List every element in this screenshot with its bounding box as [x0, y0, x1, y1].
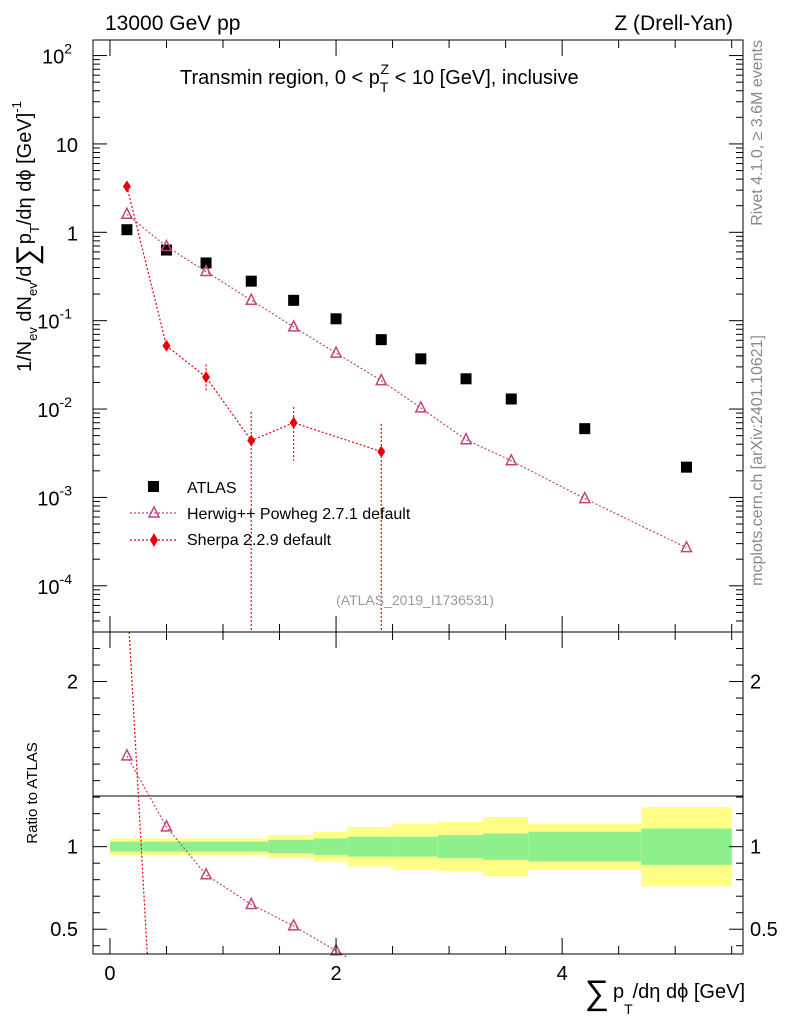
legend-label-sherpa: Sherpa 2.2.9 default: [187, 532, 332, 549]
analysis-id-label: (ATLAS_2019_I1736531): [336, 592, 494, 608]
x-tick-labels: 0 2 4: [104, 963, 567, 985]
y-tick-label: 102: [42, 41, 72, 69]
ratio-panel: 0.5 0.5 1 1 2 2 Ratio to ATLAS 0 2 4 ∑ pT/dη dϕ …: [24, 631, 778, 1017]
sherpa-point: [202, 371, 211, 384]
y-tick-label: 1: [67, 223, 78, 245]
x-axis-label: ∑ pT/dη dϕ [GeV]: [585, 974, 745, 1017]
herwig-point: [414, 400, 428, 413]
header-beam-label: 13000 GeV pp: [105, 12, 240, 35]
atlas-point: [330, 313, 342, 325]
atlas-point: [415, 353, 427, 365]
herwig-ratio-line: [126, 755, 348, 958]
legend-marker-atlas: [148, 481, 159, 492]
y-tick-label: 10: [56, 135, 78, 157]
ratio-y-tick-label: 1: [67, 837, 78, 859]
sherpa-ratio-line: [128, 631, 148, 955]
atlas-point: [121, 224, 133, 236]
atlas-point: [579, 423, 591, 435]
herwig-point: [329, 345, 343, 358]
y-axis-label: 1/Nev dNev/d∑pT/dη dϕ [GeV]-1: [9, 101, 44, 372]
atlas-point: [460, 373, 472, 385]
ratio-axis-ticks: 0.5 0.5 1 1 2 2: [50, 632, 778, 954]
sherpa-line: [126, 186, 382, 453]
atlas-point: [505, 393, 517, 405]
herwig-point: [160, 238, 173, 252]
y-tick-label: 10-3: [37, 482, 72, 510]
ratio-band-inner: [223, 841, 269, 852]
ratio-band-inner: [143, 841, 190, 852]
main-axis-ticks: [93, 40, 743, 633]
herwig-point: [459, 432, 473, 445]
atlas-point: [680, 461, 692, 473]
main-series: [120, 180, 693, 632]
herwig-point: [578, 490, 591, 504]
ratio-y-tick-label-right: 2: [750, 672, 761, 694]
sherpa-point: [247, 434, 256, 447]
ratio-band-inner: [313, 838, 348, 855]
plot-title: Transmin region, 0 < pTZ < 10 [GeV], inc…: [180, 61, 579, 95]
ratio-band-inner: [268, 840, 314, 854]
ratio-band-inner: [483, 833, 529, 860]
atlas-point: [375, 334, 387, 346]
atlas-point: [288, 294, 300, 306]
herwig-ratio-point: [160, 819, 173, 832]
ratio-band-inner: [641, 828, 732, 865]
atlas-point: [245, 275, 257, 287]
legend-label-atlas: ATLAS: [187, 480, 237, 497]
y-tick-label: 10-2: [37, 394, 72, 422]
ratio-series: [120, 631, 348, 958]
herwig-ratio-point: [287, 918, 300, 931]
herwig-line: [126, 213, 687, 549]
main-panel: 10-4 10-3 10-2 10-1 1 10 102 Transmin region, …: [9, 39, 744, 633]
ratio-band-inner: [189, 841, 223, 852]
herwig-ratio-point: [329, 943, 343, 956]
header-process-label: Z (Drell-Yan): [614, 12, 733, 35]
sherpa-point: [122, 180, 131, 193]
atlas-point: [200, 257, 212, 269]
sherpa-point: [162, 339, 171, 352]
herwig-point: [287, 319, 300, 332]
ratio-frame: [92, 631, 744, 955]
x-tick-label: 4: [557, 963, 568, 985]
herwig-point: [375, 372, 388, 386]
ratio-y-tick-label-right: 0.5: [750, 919, 778, 941]
ratio-y-axis-label: Ratio to ATLAS: [24, 742, 41, 843]
herwig-point: [120, 206, 134, 220]
x-tick-label: 0: [104, 963, 115, 985]
side-rivet-label: Rivet 4.1.0, ≥ 3.6M events: [749, 40, 766, 226]
ratio-band-inner: [109, 841, 144, 852]
y-tick-label: 10-1: [37, 306, 72, 334]
legend-label-herwig: Herwig++ Powheg 2.7.1 default: [187, 506, 411, 523]
main-y-tick-labels: 10-4 10-3 10-2 10-1 1 10 102: [37, 41, 78, 599]
ratio-y-tick-label: 0.5: [50, 919, 78, 941]
legend: ATLAS Herwig++ Powheg 2.7.1 default Sher…: [130, 480, 411, 549]
ratio-uncertainty-bands: [109, 807, 732, 887]
side-mcplots-label: mcplots.cern.ch [arXiv:2401.10621]: [749, 335, 766, 586]
ratio-band-inner: [392, 836, 438, 857]
herwig-point: [680, 539, 693, 553]
ratio-band-inner: [437, 835, 483, 859]
herwig-point: [199, 263, 213, 277]
legend-marker-herwig: [147, 505, 161, 518]
herwig-ratio-point: [245, 896, 258, 910]
ratio-band-inner: [347, 836, 393, 857]
ratio-y-tick-label: 2: [67, 672, 78, 694]
herwig-point: [505, 453, 518, 466]
y-tick-label: 10-4: [37, 571, 72, 599]
sherpa-point: [289, 416, 298, 429]
herwig-ratio-point: [120, 748, 134, 761]
herwig-ratio-point: [199, 867, 213, 880]
legend-marker-sherpa: [150, 533, 158, 547]
herwig-point: [245, 292, 258, 306]
sherpa-point: [377, 445, 386, 458]
x-tick-label: 2: [330, 963, 341, 985]
ratio-y-tick-label-right: 1: [750, 837, 761, 859]
ratio-band-inner: [528, 831, 642, 862]
